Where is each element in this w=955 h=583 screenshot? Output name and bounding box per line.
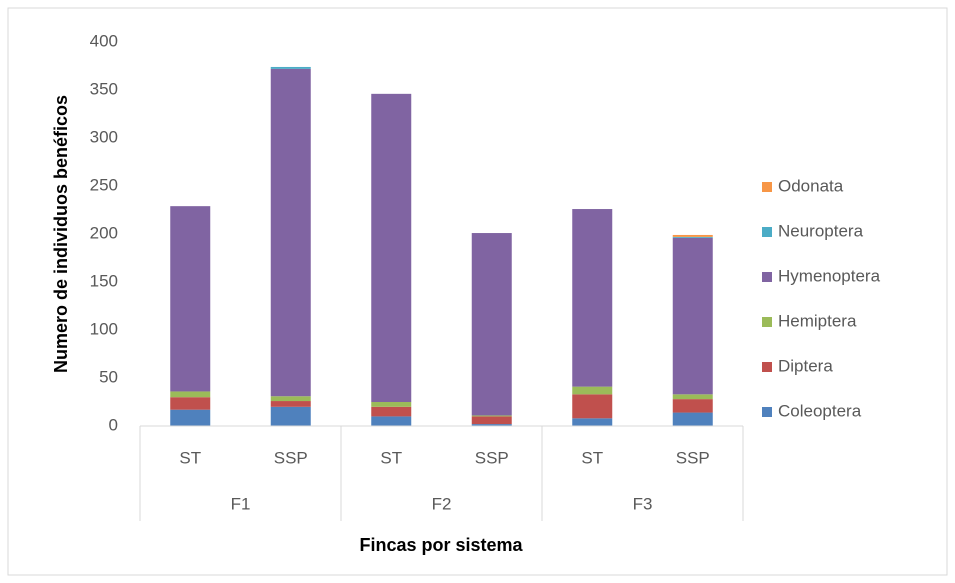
- x-tick-label: ST: [179, 448, 201, 467]
- bar-segment: [471, 233, 512, 416]
- legend-label: Diptera: [778, 356, 833, 375]
- y-tick-label: 0: [109, 415, 118, 434]
- y-tick-label: 100: [90, 319, 118, 338]
- legend-swatch: [762, 227, 772, 237]
- bar-segment: [672, 394, 713, 400]
- legend-swatch: [762, 182, 772, 192]
- x-tick-label: ST: [380, 448, 402, 467]
- legend-label: Hymenoptera: [778, 266, 881, 285]
- bar-segment: [471, 416, 512, 425]
- y-tick-label: 50: [99, 367, 118, 386]
- bar-segment: [471, 424, 512, 426]
- bar-segment: [672, 399, 713, 413]
- legend-label: Neuroptera: [778, 221, 864, 240]
- legend-label: Odonata: [778, 176, 844, 195]
- bar-segment: [270, 66, 311, 69]
- bar-segment: [572, 394, 613, 419]
- x-tick-label: SSP: [274, 448, 308, 467]
- group-label: F1: [231, 494, 251, 513]
- bar-segment: [371, 406, 412, 417]
- bar-segment: [371, 416, 412, 426]
- bar-segment: [371, 402, 412, 407]
- bar-segment: [270, 406, 311, 426]
- y-tick-label: 150: [90, 271, 118, 290]
- bar-segment: [170, 391, 211, 398]
- x-tick-label: SSP: [676, 448, 710, 467]
- legend-swatch: [762, 317, 772, 327]
- bar-segment: [672, 412, 713, 426]
- x-axis-title: Fincas por sistema: [359, 535, 523, 555]
- bar-segment: [270, 401, 311, 407]
- bar-segment: [270, 396, 311, 402]
- bar-segment: [270, 68, 311, 397]
- group-label: F2: [432, 494, 452, 513]
- x-tick-label: ST: [581, 448, 603, 467]
- legend-swatch: [762, 362, 772, 372]
- bar-segment: [572, 386, 613, 395]
- bar-segment: [170, 409, 211, 426]
- bar-segment: [371, 93, 412, 402]
- y-tick-label: 200: [90, 223, 118, 242]
- y-tick-label: 250: [90, 175, 118, 194]
- bar-segment: [471, 415, 512, 417]
- y-tick-label: 300: [90, 127, 118, 146]
- x-tick-label: SSP: [475, 448, 509, 467]
- group-label: F3: [633, 494, 653, 513]
- y-tick-label: 350: [90, 79, 118, 98]
- bar-segment: [572, 209, 613, 387]
- y-tick-label: 400: [90, 31, 118, 50]
- legend-swatch: [762, 272, 772, 282]
- bar-segment: [572, 418, 613, 426]
- bar-segment: [170, 206, 211, 392]
- legend-swatch: [762, 407, 772, 417]
- bar-segment: [672, 236, 713, 238]
- legend-label: Hemiptera: [778, 311, 857, 330]
- bar-segment: [672, 234, 713, 237]
- bar-segment: [170, 397, 211, 410]
- bar-segment: [672, 237, 713, 395]
- legend-label: Coleoptera: [778, 401, 862, 420]
- y-axis-title: Numero de individuos benéficos: [51, 95, 71, 373]
